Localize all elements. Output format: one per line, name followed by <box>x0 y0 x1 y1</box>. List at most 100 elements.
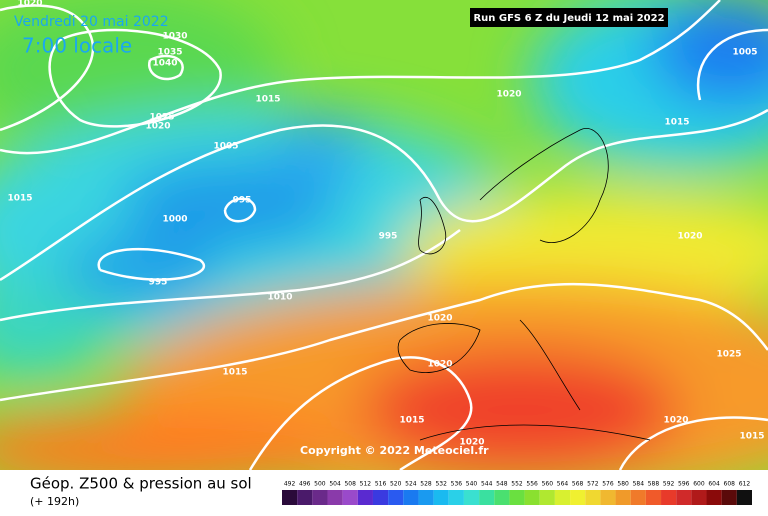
scale-label: 496 <box>299 481 311 488</box>
map-field <box>0 0 768 470</box>
scale-label: 552 <box>511 481 523 488</box>
copyright: Copyright © 2022 Meteociel.fr <box>300 444 489 457</box>
scale-label: 540 <box>466 481 478 488</box>
scale-swatch <box>297 490 313 505</box>
scale-swatch <box>282 490 298 505</box>
isobar-label: 1015 <box>739 432 764 442</box>
date: Vendredi 20 mai 2022 <box>14 14 169 30</box>
isobar-label: 1025 <box>149 113 174 123</box>
scale-swatch <box>357 490 373 505</box>
time: 7:00 locale <box>22 34 132 58</box>
isobar-label: 1015 <box>664 118 689 128</box>
scale-swatch <box>691 490 707 505</box>
scale-swatch <box>418 490 434 505</box>
isobar-label: 1005 <box>732 48 757 58</box>
isobar-label: 1020 <box>459 438 484 448</box>
scale-swatch <box>509 490 525 505</box>
scale-swatch <box>327 490 343 505</box>
scale-label: 536 <box>451 481 463 488</box>
scale-swatch <box>539 490 555 505</box>
scale-label: 544 <box>481 481 493 488</box>
scale-swatch <box>479 490 495 505</box>
scale-label: 580 <box>617 481 629 488</box>
scale-label: 548 <box>496 481 508 488</box>
scale-swatch <box>600 490 616 505</box>
scale-swatch <box>463 490 480 505</box>
isobars <box>0 0 768 470</box>
scale-label: 600 <box>693 481 705 488</box>
isobar-label: 995 <box>149 278 168 288</box>
isobar-label: 995 <box>379 232 398 242</box>
scale-label: 560 <box>542 481 554 488</box>
scale-label: 608 <box>724 481 736 488</box>
isobar-label: 1020 <box>677 232 702 242</box>
scale-swatch <box>312 490 328 505</box>
scale-swatch <box>524 490 540 505</box>
scale-label: 592 <box>663 481 675 488</box>
scale-swatch <box>645 490 662 505</box>
isobar-label: 1035 <box>157 48 182 58</box>
scale-label: 492 <box>284 481 296 488</box>
scale-swatch <box>736 490 752 505</box>
isobar-label: 1020 <box>17 0 42 9</box>
scale-label: 556 <box>526 481 538 488</box>
isobar-label: 1015 <box>222 368 247 378</box>
scale-label: 528 <box>420 481 432 488</box>
scale-swatch <box>388 490 404 505</box>
footer-title: Géop. Z500 & pression au sol <box>30 475 252 493</box>
isobar-label: 1020 <box>145 122 170 132</box>
scale-swatch <box>706 490 722 505</box>
isobar-label: 995 <box>233 196 252 206</box>
scale-label: 584 <box>633 481 645 488</box>
scale-swatch <box>585 490 601 505</box>
coastlines <box>397 128 651 441</box>
scale-swatch <box>554 490 571 505</box>
scale-label: 520 <box>390 481 402 488</box>
isobar-label: 1000 <box>162 215 187 225</box>
scale-label: 532 <box>435 481 447 488</box>
scale-swatch <box>570 490 586 505</box>
scale-label: 576 <box>602 481 614 488</box>
scale-label: 604 <box>708 481 720 488</box>
scale-swatch <box>403 490 419 505</box>
scale-label: 572 <box>587 481 599 488</box>
scale-label: 512 <box>360 481 372 488</box>
isobar-label: 1010 <box>267 293 292 303</box>
scale-swatch <box>448 490 464 505</box>
run-box <box>470 8 668 27</box>
scale-swatch <box>630 490 646 505</box>
isobar-label: 1015 <box>255 95 280 105</box>
isobar-label: 1020 <box>427 360 452 370</box>
isobar-label: 1020 <box>427 314 452 324</box>
isobar-label: 1030 <box>162 32 187 42</box>
run: Run GFS 6 Z du Jeudi 12 mai 2022 <box>473 13 664 24</box>
isobar-label: 1005 <box>213 142 238 152</box>
scale-swatch <box>372 490 389 505</box>
scale-swatch <box>721 490 737 505</box>
scale-label: 516 <box>375 481 387 488</box>
scale-swatch <box>494 490 510 505</box>
scale-label: 564 <box>557 481 569 488</box>
scale-swatch <box>661 490 677 505</box>
scale-label: 508 <box>344 481 356 488</box>
scale-label: 612 <box>739 481 751 488</box>
isobar-label: 1015 <box>7 194 32 204</box>
scale-swatch <box>433 490 449 505</box>
isobar-label: 1015 <box>399 416 424 426</box>
scale-label: 524 <box>405 481 417 488</box>
scale-label: 588 <box>648 481 660 488</box>
scale-label: 504 <box>329 481 341 488</box>
isobar-label: 1020 <box>663 416 688 426</box>
scale-label: 568 <box>572 481 584 488</box>
isobar-label: 1040 <box>152 59 177 69</box>
scale-label: 596 <box>678 481 690 488</box>
scale-swatch <box>615 490 631 505</box>
footer-subtitle: (+ 192h) <box>30 495 79 508</box>
scale-swatch <box>676 490 692 505</box>
scale-label: 500 <box>314 481 326 488</box>
scale-swatch <box>342 490 358 505</box>
isobar-label: 1020 <box>496 90 521 100</box>
isobar-label: 1025 <box>716 350 741 360</box>
